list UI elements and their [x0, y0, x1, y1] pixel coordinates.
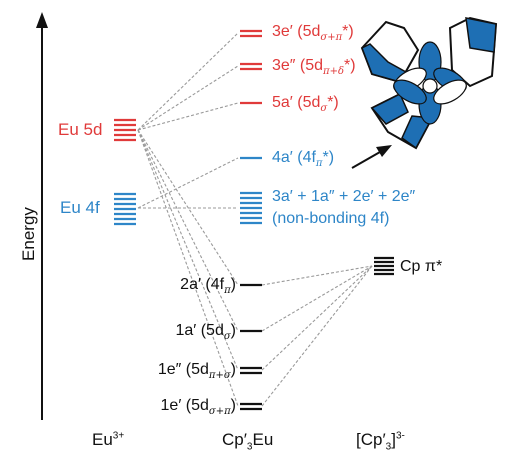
middle-black-levels — [240, 283, 262, 411]
eu5d-level-stack — [114, 118, 136, 142]
nonbonding-4f-caption: (non-bonding 4f) — [272, 210, 390, 227]
nonbonding-4f-symmetries: 3a′ + 1a″ + 2e′ + 2e″ — [272, 188, 416, 205]
level-1e-prime: 1e′ (5dσ+π) — [160, 397, 236, 418]
eu4f-level-stack — [114, 192, 136, 226]
column-label-eu3plus: Eu3+ — [92, 430, 125, 449]
column-label-complex: Cp′3Eu — [222, 430, 274, 453]
correlation-lines — [137, 32, 373, 407]
column-label-ligands: [Cp′3]3- — [356, 430, 405, 453]
level-3e-prime: 3e′ (5dσ+π*) — [272, 23, 354, 44]
energy-axis-label: Energy — [19, 207, 38, 261]
level-2a-prime: 2a′ (4fπ) — [180, 276, 236, 297]
cp-pi-star-label: Cp π* — [400, 258, 443, 275]
energy-axis-arrowhead — [36, 12, 48, 28]
eu5d-label: Eu 5d — [58, 120, 103, 139]
pointer-arrow — [351, 145, 392, 169]
middle-blue-levels — [240, 156, 262, 225]
level-1e-double-prime: 1e″ (5dπ+σ) — [157, 361, 236, 382]
eu4f-label: Eu 4f — [60, 198, 100, 217]
level-1a-prime: 1a′ (5dσ) — [175, 322, 236, 343]
level-3e-double-prime: 3e″ (5dπ+δ*) — [272, 57, 356, 78]
level-4a-prime: 4a′ (4fπ*) — [272, 149, 335, 170]
level-5a-prime: 5a′ (5dσ*) — [272, 94, 339, 115]
orbital-illustration — [360, 16, 498, 150]
cp-pi-star-stack — [374, 256, 394, 276]
middle-red-levels — [240, 29, 262, 105]
